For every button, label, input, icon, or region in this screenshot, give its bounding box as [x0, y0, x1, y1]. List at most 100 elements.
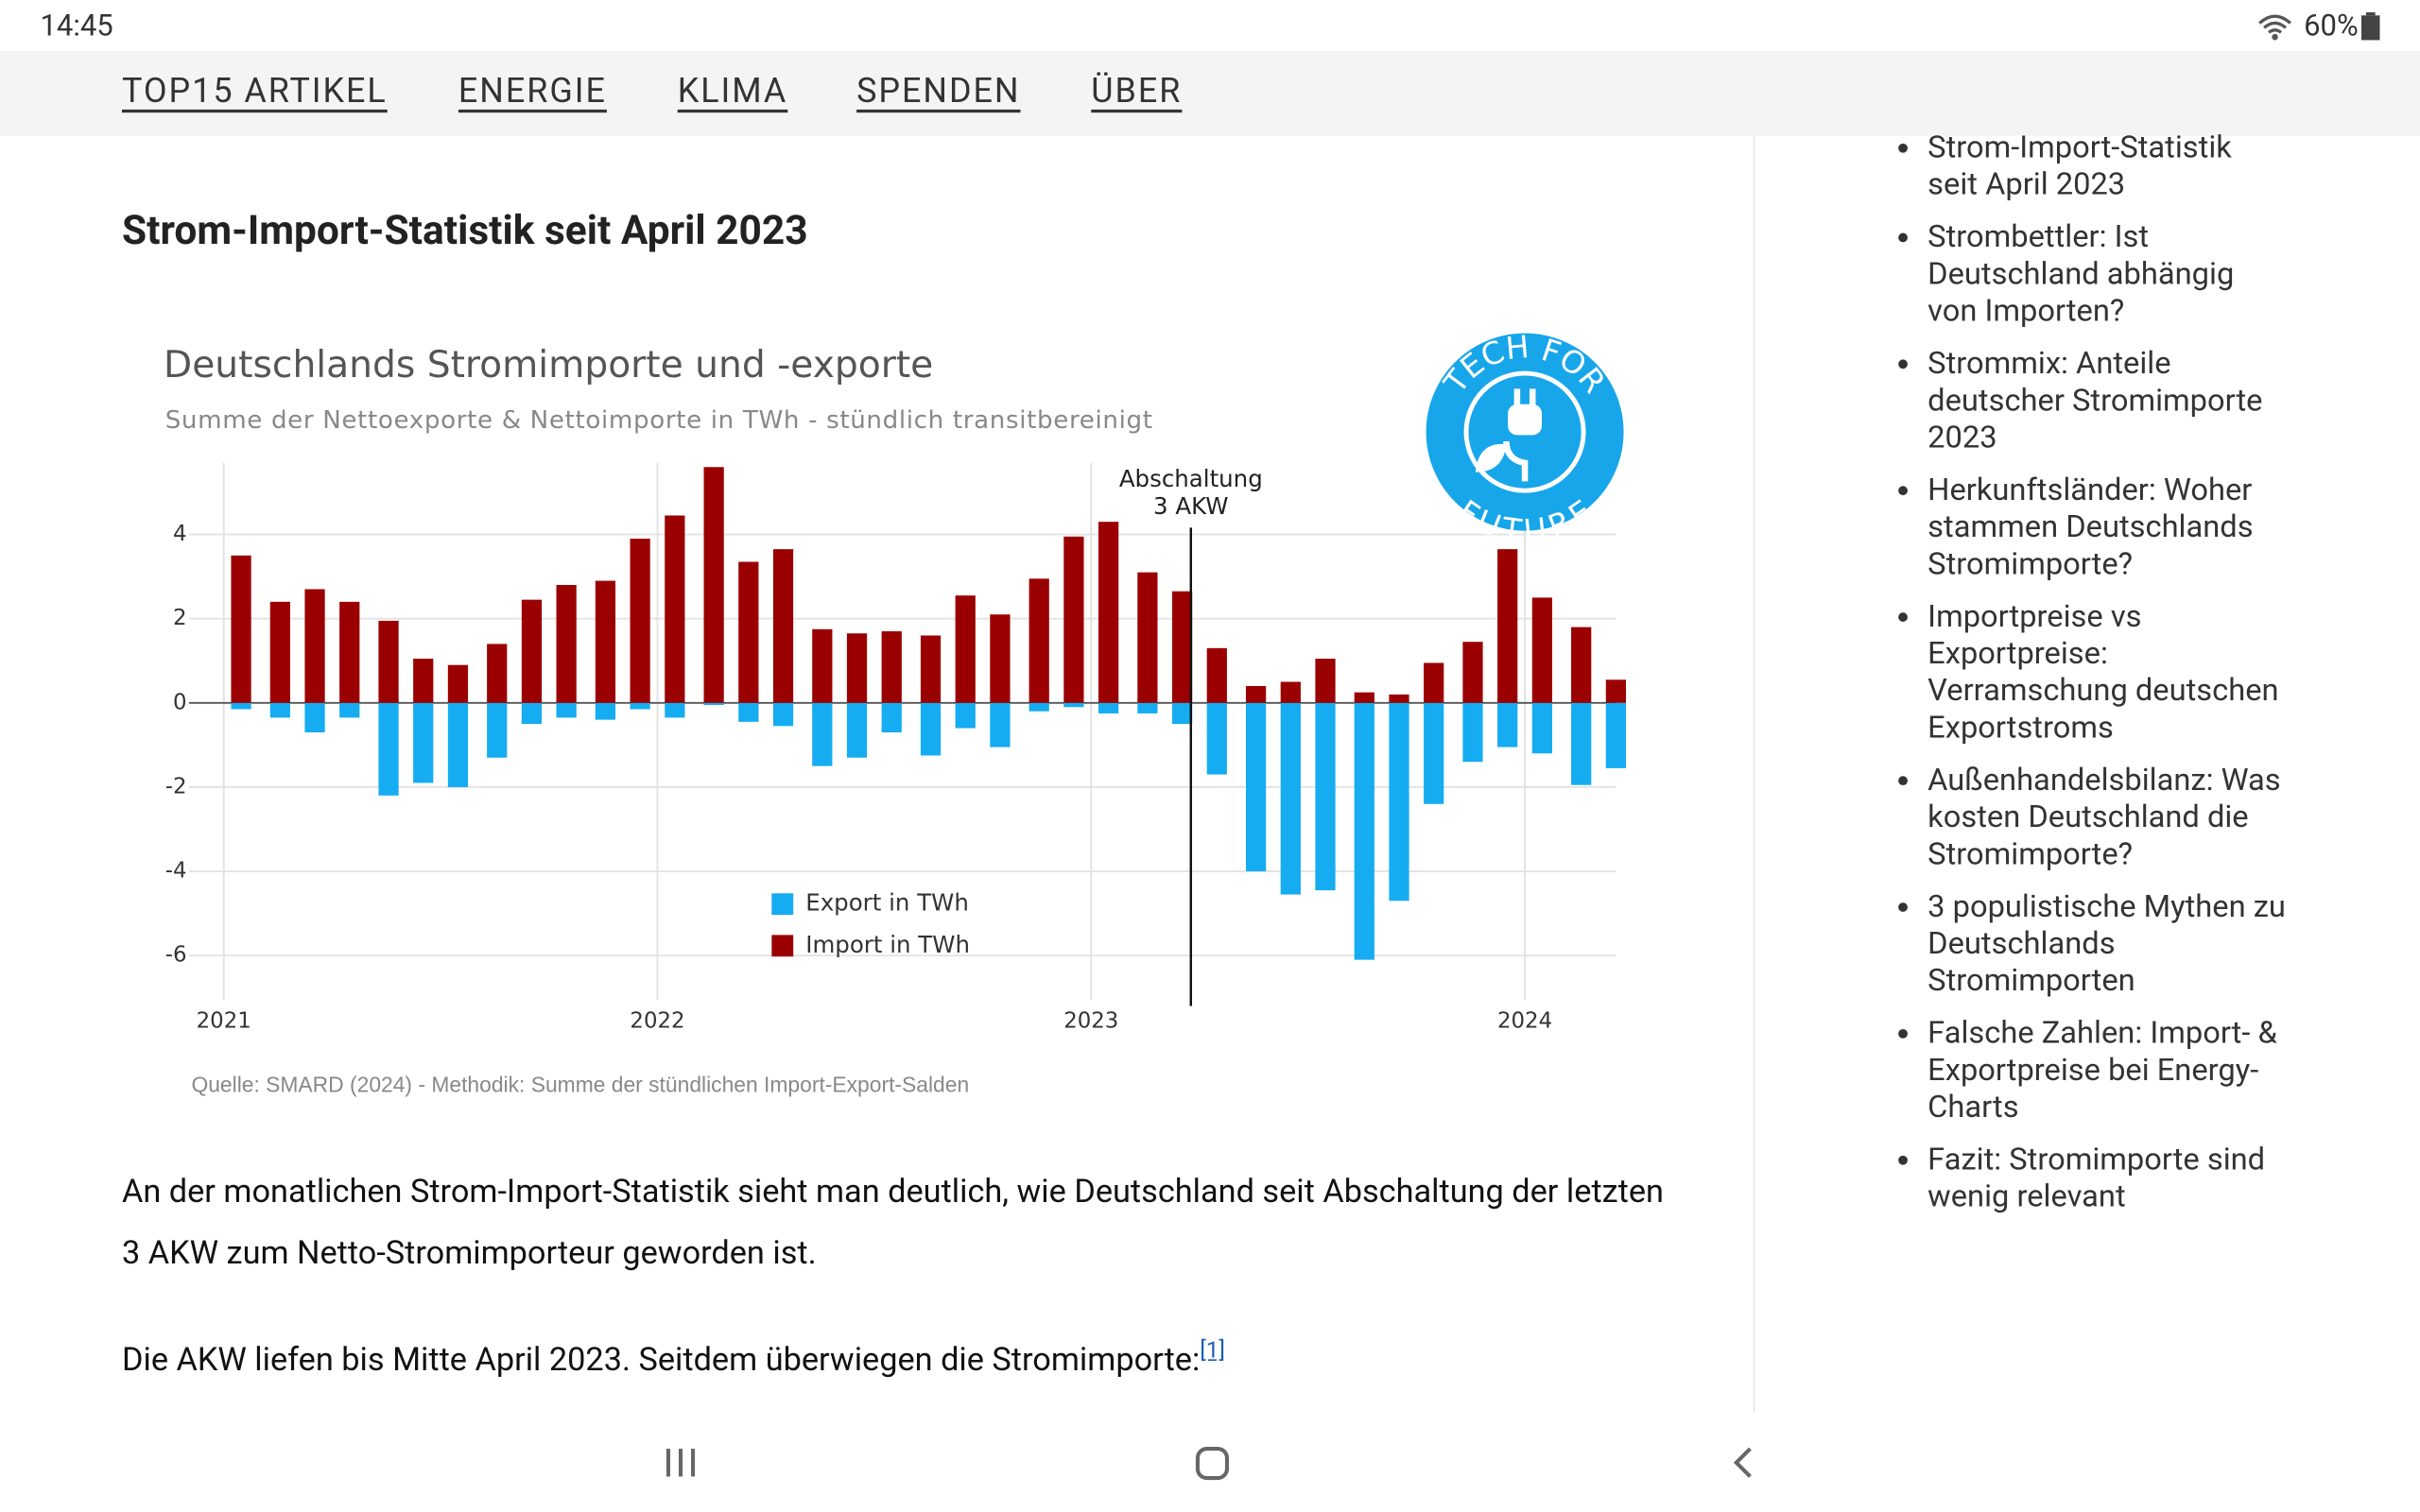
system-nav-bar	[666, 1447, 1752, 1481]
bar	[772, 549, 794, 703]
chart: Deutschlands Stromimporte und -exporte S…	[164, 329, 1626, 1097]
bar	[231, 555, 251, 703]
toc-item[interactable]: Herkunftsländer: Woher stammen Deutschla…	[1927, 471, 2286, 582]
bar	[521, 702, 543, 725]
bar	[665, 702, 685, 718]
legend-label: Import in TWh	[805, 931, 970, 958]
toc-item[interactable]: Importpreise vs Exportpreise: Verramschu…	[1927, 597, 2286, 746]
logo: TECH FOR FUTURE	[1426, 329, 1624, 549]
legend-swatch	[771, 935, 794, 957]
bar	[1137, 572, 1158, 703]
bar	[447, 664, 469, 703]
bar	[413, 659, 434, 703]
bar	[703, 467, 724, 703]
bar	[1245, 685, 1267, 703]
bar	[846, 633, 868, 703]
status-time: 14:45	[40, 8, 113, 43]
bar	[1531, 597, 1553, 703]
toc-item[interactable]: Strombettler: Ist Deutschland abhängig v…	[1927, 217, 2286, 329]
toc-item[interactable]: Falsche Zahlen: Import- & Exportpreise b…	[1927, 1014, 2286, 1125]
bar	[1354, 692, 1374, 703]
bar	[1098, 522, 1119, 703]
bar	[556, 585, 577, 703]
nav-link[interactable]: SPENDEN	[856, 72, 1021, 112]
bar	[1497, 702, 1518, 747]
bar	[339, 702, 360, 718]
divider	[1753, 135, 1755, 1412]
annotation-text: Abschaltung	[1119, 465, 1263, 492]
bar	[738, 561, 759, 703]
bar	[1605, 702, 1626, 768]
home-button[interactable]	[1195, 1447, 1229, 1481]
bar	[955, 702, 976, 729]
bar	[738, 702, 759, 722]
toc-item[interactable]: Strom-Import-Statistik seit April 2023	[1927, 129, 2286, 202]
bar	[1063, 702, 1084, 708]
bar	[339, 601, 360, 703]
bar	[1171, 591, 1193, 703]
y-tick-label: 2	[173, 606, 187, 630]
bar	[1028, 578, 1049, 703]
paragraph-text: Die AKW liefen bis Mitte April 2023. Sei…	[121, 1342, 1201, 1380]
toc-item[interactable]: 3 populistische Mythen zu Deutschlands S…	[1927, 887, 2286, 999]
chart-source: Quelle: SMARD (2024) - Methodik: Summe d…	[191, 1072, 969, 1096]
bar	[1171, 702, 1193, 725]
bar	[1245, 702, 1267, 872]
nav-link[interactable]: ÜBER	[1091, 72, 1183, 112]
bar	[304, 702, 325, 732]
bar	[1063, 536, 1084, 703]
bar	[595, 702, 616, 720]
article-heading: Strom-Import-Statistik seit April 2023	[121, 208, 808, 255]
annotation-text: 3 AKW	[1153, 492, 1228, 520]
bar	[1462, 702, 1483, 763]
bar	[990, 614, 1011, 703]
bar	[1571, 702, 1592, 785]
recents-button[interactable]	[666, 1449, 696, 1477]
bar	[304, 589, 325, 703]
bar	[920, 702, 942, 756]
nav-bar: TOP15 ARTIKEL ENERGIE KLIMA SPENDEN ÜBER	[0, 50, 2420, 136]
footnote-link[interactable]: [1]	[1200, 1335, 1226, 1365]
bar	[447, 702, 469, 787]
wifi-icon	[2258, 14, 2291, 41]
toc-item[interactable]: Fazit: Stromimporte sind wenig relevant	[1927, 1141, 2286, 1214]
bar	[1280, 681, 1301, 703]
x-tick-label: 2021	[197, 1008, 251, 1033]
bar	[1206, 702, 1227, 775]
bar	[665, 515, 685, 703]
bar	[1315, 659, 1336, 703]
y-tick-label: -2	[165, 774, 187, 799]
bar	[413, 702, 434, 783]
bar	[269, 601, 290, 703]
bar	[630, 539, 650, 703]
x-tick-label: 2023	[1063, 1008, 1118, 1033]
battery-level: 60%	[2304, 8, 2359, 43]
x-tick-label: 2024	[1497, 1008, 1552, 1033]
bar	[595, 580, 616, 703]
toc-item[interactable]: Strommix: Anteile deutscher Stromimporte…	[1927, 344, 2286, 455]
nav-link[interactable]: ENERGIE	[458, 72, 607, 112]
bar	[630, 702, 650, 710]
back-button[interactable]	[1733, 1447, 1752, 1478]
nav-link[interactable]: TOP15 ARTIKEL	[121, 72, 388, 112]
bar	[1389, 694, 1409, 703]
bar	[772, 702, 794, 727]
bar	[1605, 679, 1626, 703]
bar	[812, 702, 833, 766]
bar	[1531, 702, 1553, 754]
bar	[812, 628, 833, 703]
bar	[269, 702, 290, 718]
bar	[1424, 702, 1444, 804]
paragraph: Die AKW liefen bis Mitte April 2023. Sei…	[122, 1319, 1666, 1392]
nav-link[interactable]: KLIMA	[677, 72, 788, 112]
chart-subtitle: Summe der Nettoexporte & Nettoimporte in…	[165, 406, 1153, 435]
legend-swatch	[771, 893, 794, 916]
battery-icon	[2360, 12, 2380, 41]
y-tick-label: 4	[173, 522, 187, 546]
x-tick-label: 2022	[630, 1008, 684, 1033]
bar	[1137, 702, 1158, 713]
bar	[1280, 702, 1301, 895]
toc-item[interactable]: Außenhandelsbilanz: Was kosten Deutschla…	[1927, 761, 2286, 872]
